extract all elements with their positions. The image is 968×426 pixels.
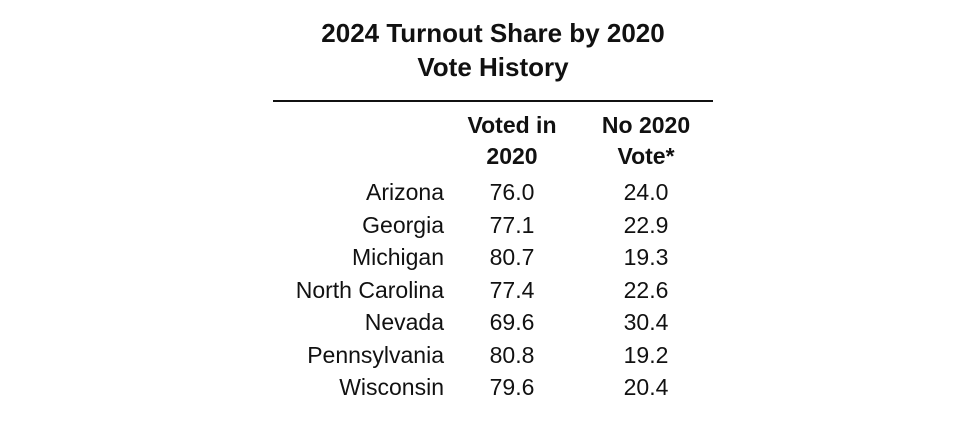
row-label: North Carolina <box>295 276 444 303</box>
table-row: Arizona 76.0 24.0 <box>0 176 968 209</box>
table-row: Wisconsin 79.6 20.4 <box>0 371 968 404</box>
cell-no-2020-vote: 19.3 <box>623 244 669 270</box>
table-body: Arizona 76.0 24.0 Georgia 77.1 22.9 Michigan 80… <box>0 176 968 404</box>
column-header-line: 2020 <box>486 143 538 169</box>
table-row: Georgia 77.1 22.9 <box>0 209 968 242</box>
row-label: Georgia <box>362 211 444 238</box>
row-label: Wisconsin <box>339 374 444 400</box>
cell-no-2020-vote: 19.2 <box>623 341 669 368</box>
row-label: Arizona <box>366 179 444 205</box>
row-label: Michigan <box>351 244 444 270</box>
chart-title-line-2: Vote History <box>417 52 569 82</box>
cell-voted-in-2020: 80.7 <box>489 244 535 270</box>
cell-voted-in-2020: 80.8 <box>489 341 535 368</box>
title-divider <box>273 100 713 102</box>
column-header-no-2020-vote: No 2020 Vote* <box>581 110 711 172</box>
cell-no-2020-vote: 24.0 <box>623 179 669 205</box>
cell-voted-in-2020: 77.4 <box>489 276 535 303</box>
column-header-line: Voted in <box>467 112 557 138</box>
cell-voted-in-2020: 69.6 <box>489 309 535 335</box>
table-row: Michigan 80.7 19.3 <box>0 241 968 274</box>
cell-no-2020-vote: 22.6 <box>623 276 669 303</box>
table-row: Pennsylvania 80.8 19.2 <box>0 339 968 372</box>
column-header-line: Vote* <box>617 143 675 169</box>
chart-title: 2024 Turnout Share by 2020 Vote History <box>273 16 713 84</box>
cell-no-2020-vote: 30.4 <box>623 309 669 335</box>
cell-voted-in-2020: 79.6 <box>489 374 535 400</box>
cell-no-2020-vote: 20.4 <box>623 374 669 400</box>
column-header-voted-in-2020: Voted in 2020 <box>447 110 577 172</box>
row-label: Pennsylvania <box>307 341 444 368</box>
row-label: Nevada <box>364 309 444 335</box>
cell-voted-in-2020: 76.0 <box>489 179 535 205</box>
cell-no-2020-vote: 22.9 <box>623 211 669 238</box>
table-row: North Carolina 77.4 22.6 <box>0 274 968 307</box>
column-header-line: No 2020 <box>601 112 691 138</box>
table-row: Nevada 69.6 30.4 <box>0 306 968 339</box>
cell-voted-in-2020: 77.1 <box>489 211 535 238</box>
chart-title-line-1: 2024 Turnout Share by 2020 <box>321 18 665 48</box>
